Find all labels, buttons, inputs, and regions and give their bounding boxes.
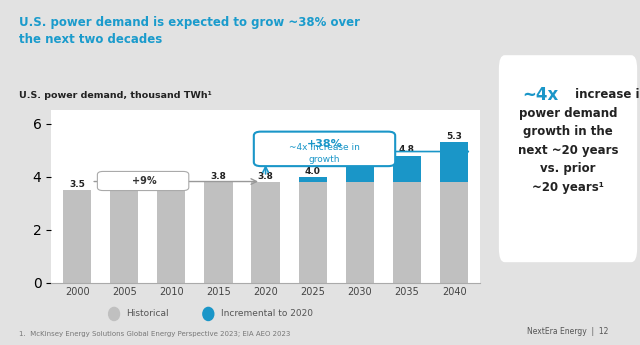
Text: 3.8: 3.8 [116,172,132,181]
Text: 1.  McKinsey Energy Solutions Global Energy Perspective 2023; EIA AEO 2023: 1. McKinsey Energy Solutions Global Ener… [19,332,290,337]
Text: +9%: +9% [132,176,156,186]
Text: U.S. power demand is expected to grow ~38% over
the next two decades: U.S. power demand is expected to grow ~3… [19,16,360,46]
Text: Incremental to 2020: Incremental to 2020 [221,309,313,318]
Text: increase in: increase in [571,88,640,101]
Bar [157,182,186,283]
Text: U.S. power demand, thousand TWh¹: U.S. power demand, thousand TWh¹ [19,91,212,100]
Text: power demand
growth in the
next ~20 years
vs. prior
~20 years¹: power demand growth in the next ~20 year… [518,107,618,194]
Text: 3.8: 3.8 [163,172,179,181]
Text: Historical: Historical [127,309,169,318]
Ellipse shape [203,307,214,321]
Text: NextEra Energy  |  12: NextEra Energy | 12 [527,327,609,336]
Text: 4.8: 4.8 [399,146,415,155]
Text: 3.8: 3.8 [258,172,273,181]
Text: 4.0: 4.0 [305,167,321,176]
Bar [440,142,468,182]
Text: ~4x: ~4x [522,86,558,104]
Bar [440,182,468,283]
Bar [393,182,421,283]
Text: 4.4: 4.4 [352,156,368,165]
Bar [393,156,421,182]
FancyBboxPatch shape [254,132,395,166]
Bar [346,182,374,283]
Bar [299,177,327,182]
FancyBboxPatch shape [499,55,637,262]
Bar [252,182,280,283]
Text: +38%: +38% [307,139,342,149]
Text: 5.3: 5.3 [446,132,462,141]
Text: 3.5: 3.5 [69,180,85,189]
Text: ~4x increase in
growth: ~4x increase in growth [289,143,360,164]
Text: 3.8: 3.8 [211,172,227,181]
Bar [204,182,232,283]
Bar [299,182,327,283]
Bar [110,182,138,283]
FancyBboxPatch shape [97,171,189,190]
Bar [63,190,92,283]
Bar [346,166,374,182]
Ellipse shape [109,307,120,321]
